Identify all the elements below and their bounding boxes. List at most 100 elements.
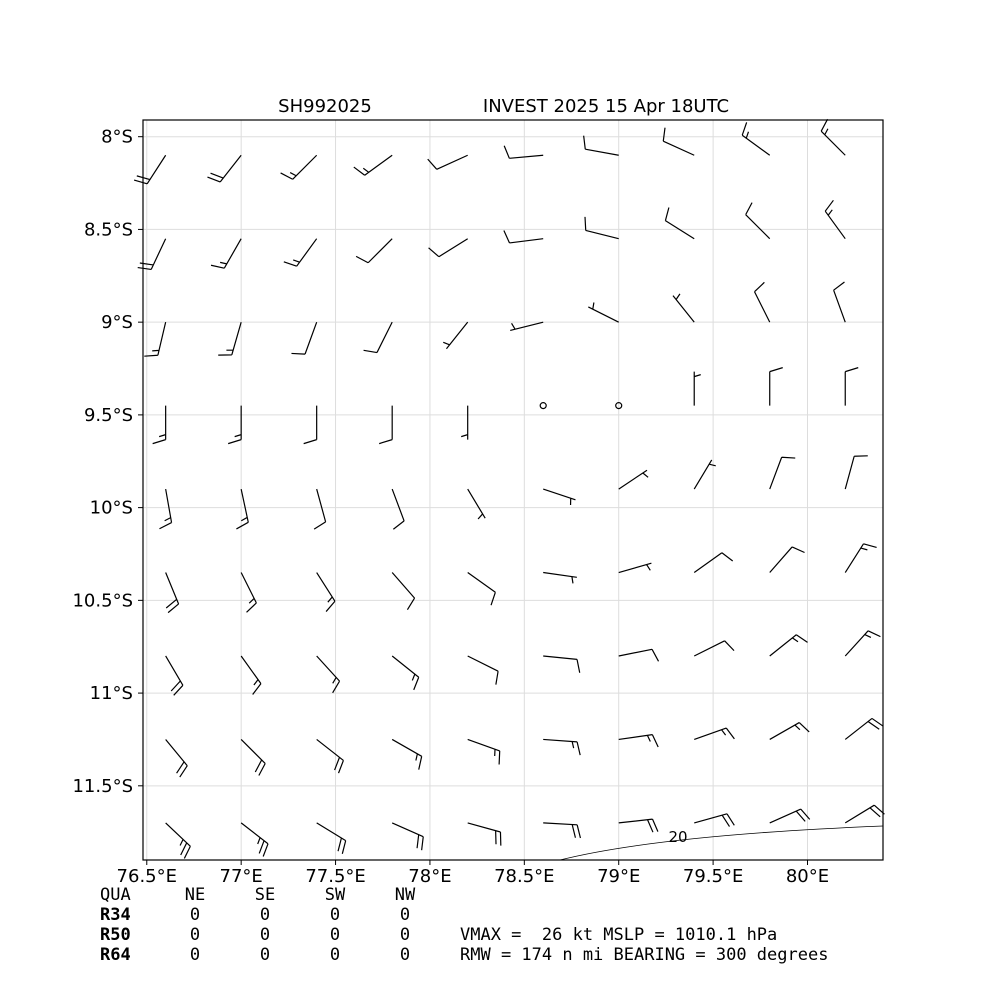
contour-label: 20 <box>668 828 687 846</box>
wind-barb <box>543 822 582 839</box>
wind-barb <box>583 135 619 156</box>
y-tick-label: 10°S <box>90 498 133 519</box>
wind-barb <box>283 238 318 267</box>
wind-barb <box>753 281 771 323</box>
wind-barb <box>769 634 808 657</box>
wind-barb <box>210 238 242 269</box>
table-cell: 0 <box>400 925 410 945</box>
wind-barb <box>833 281 846 323</box>
table-cell: R34 <box>100 905 131 925</box>
table-cell: R64 <box>100 945 131 965</box>
wind-barb <box>427 154 468 170</box>
wind-barb <box>207 154 242 183</box>
wind-barb <box>218 321 242 356</box>
wind-barb <box>503 145 544 159</box>
wind-barb <box>461 405 469 440</box>
wind-barb <box>316 655 341 694</box>
wind-barb <box>824 199 846 240</box>
wind-barb <box>391 822 424 851</box>
wind-barb <box>693 371 701 406</box>
wind-barb <box>240 572 257 613</box>
wind-barb <box>844 630 881 657</box>
wind-barb <box>543 488 576 506</box>
wind-barb <box>152 405 167 445</box>
wind-barb <box>391 738 423 770</box>
wind-barb <box>353 154 393 176</box>
wind-barb <box>844 543 877 573</box>
table-cell: 0 <box>190 905 200 925</box>
table-cell: 0 <box>330 945 340 965</box>
wind-barb <box>316 738 344 774</box>
x-tick-label: 78°E <box>408 866 451 887</box>
wind-barb <box>693 640 735 657</box>
wind-barb <box>584 216 619 240</box>
y-tick-label: 10.5°S <box>72 590 133 611</box>
wind-barb <box>363 321 393 354</box>
wind-barb <box>391 572 416 611</box>
table-cell: 0 <box>260 925 270 945</box>
wind-barb <box>618 734 659 748</box>
wind-barb <box>510 321 544 331</box>
table-cell: 0 <box>260 905 270 925</box>
wind-barb <box>539 402 547 410</box>
wind-barb <box>428 238 469 258</box>
table-header: NW <box>395 885 416 905</box>
table-cell: 0 <box>330 925 340 945</box>
contour-line <box>559 825 884 861</box>
wind-barb <box>165 739 188 778</box>
wind-barb <box>618 818 659 833</box>
wind-barb <box>133 154 167 185</box>
wind-barb <box>467 572 496 606</box>
x-tick-label: 79.5°E <box>683 866 743 887</box>
info-line: VMAX = 26 kt MSLP = 1010.1 hPa <box>460 925 777 945</box>
wind-barb <box>745 202 771 240</box>
wind-barb <box>280 154 318 180</box>
wind-barb <box>391 655 420 691</box>
title-right: INVEST 2025 15 Apr 18UTC <box>483 96 729 117</box>
x-tick-label: 80°E <box>786 866 829 887</box>
wind-barb <box>618 469 649 490</box>
wind-barb <box>355 238 393 264</box>
y-tick-label: 8.5°S <box>84 219 133 240</box>
table-cell: 0 <box>190 945 200 965</box>
wind-barb <box>664 207 695 240</box>
plot-frame <box>142 119 884 861</box>
wind-barb <box>543 571 577 584</box>
y-tick-label: 8°S <box>101 127 133 148</box>
wind-barb <box>503 230 544 244</box>
wind-barb <box>693 459 716 490</box>
wind-barb <box>165 572 180 614</box>
wind-barb <box>769 546 805 573</box>
wind-barb <box>467 655 499 685</box>
wind-barb <box>844 455 868 490</box>
wind-barb <box>443 321 469 350</box>
table-header: QUA <box>100 885 131 905</box>
wind-barb <box>618 562 652 574</box>
wind-barb <box>467 738 501 765</box>
wind-barb <box>137 238 167 271</box>
wind-barb <box>693 552 734 574</box>
y-tick-label: 9.5°S <box>84 405 133 426</box>
table-cell: 0 <box>400 945 410 965</box>
y-tick-label: 11°S <box>90 683 133 704</box>
wind-barb <box>316 822 347 854</box>
wind-barb <box>741 122 771 156</box>
wind-barb <box>227 405 242 445</box>
wind-barb <box>165 655 184 696</box>
wind-barb <box>467 822 502 846</box>
wind-barb <box>844 804 885 824</box>
wind-barb <box>694 813 735 827</box>
y-tick-label: 11.5°S <box>72 776 133 797</box>
x-tick-label: 79°E <box>597 866 640 887</box>
x-tick-label: 77.5°E <box>305 866 365 887</box>
wind-barb <box>291 321 318 355</box>
table-cell: 0 <box>190 925 200 945</box>
wind-barb <box>240 822 269 857</box>
x-tick-label: 78.5°E <box>494 866 554 887</box>
info-line: RMW = 174 n mi BEARING = 300 degrees <box>460 945 828 965</box>
wind-barb <box>391 488 405 530</box>
table-cell: 0 <box>260 945 270 965</box>
title-left: SH992025 <box>278 96 372 117</box>
wind-barb <box>662 127 695 156</box>
